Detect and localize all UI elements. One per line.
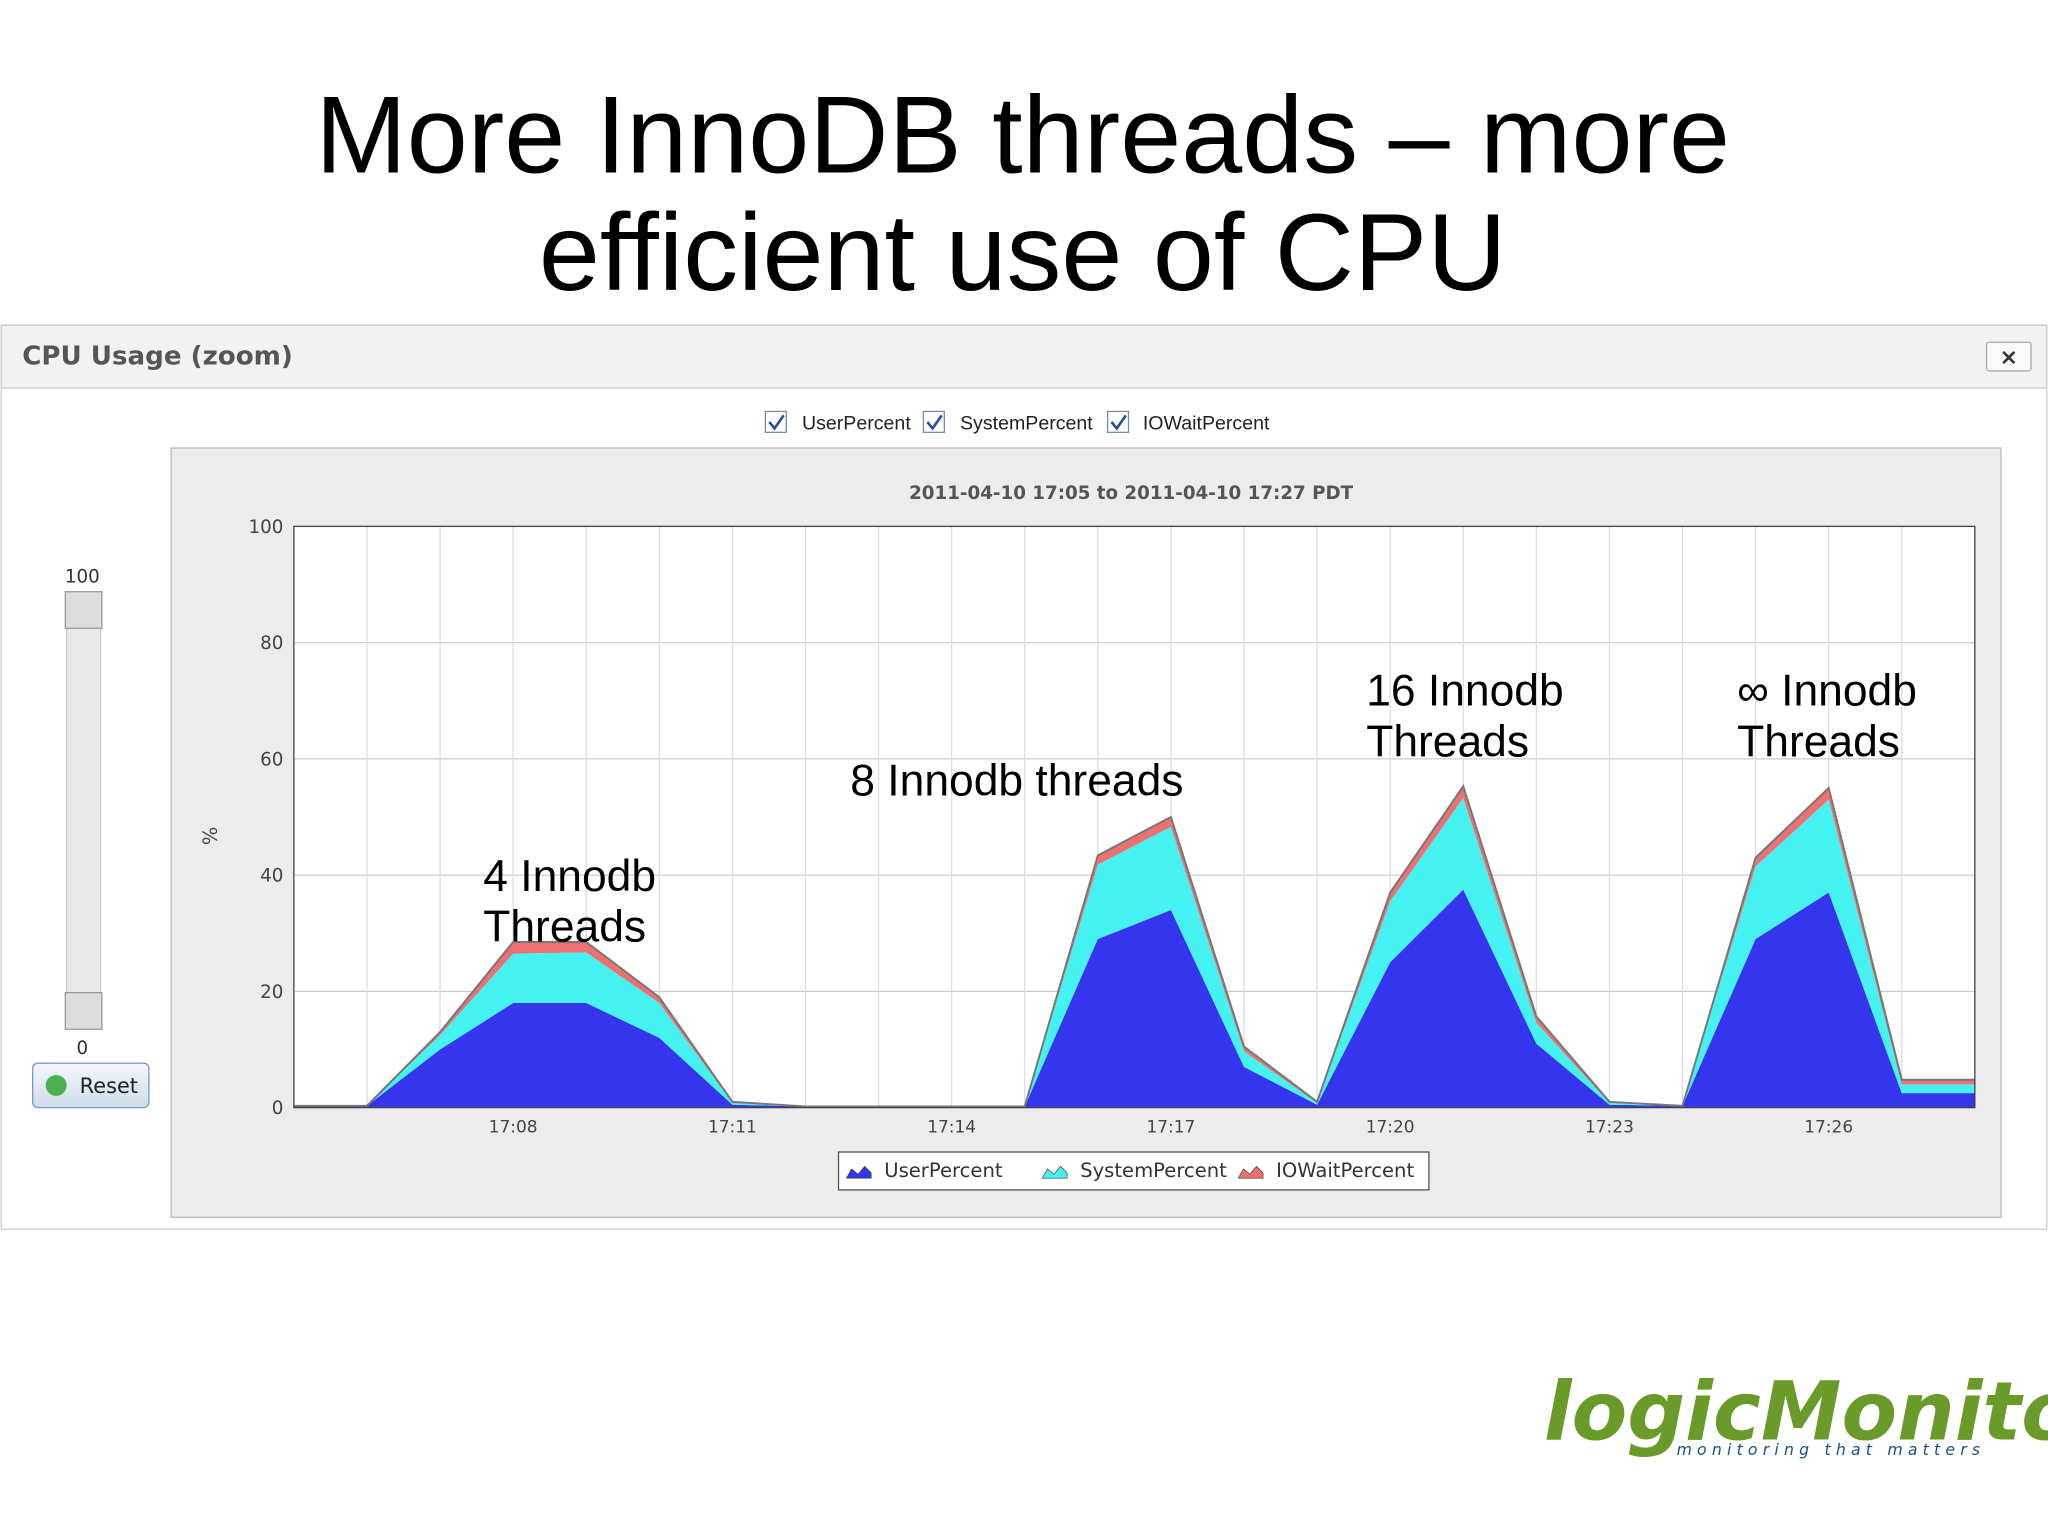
x-tick-label: 17:20 xyxy=(1366,1117,1415,1137)
x-tick-label: 17:08 xyxy=(489,1117,538,1137)
checkbox[interactable] xyxy=(764,410,787,434)
annotation: ∞ Innodb xyxy=(1737,666,1917,715)
panel-header xyxy=(0,324,2048,389)
close-button[interactable] xyxy=(1985,341,2032,372)
checkbox-row: UserPercent SystemPercent IOWaitPercent xyxy=(764,410,1270,435)
area-outline xyxy=(293,783,1975,1108)
checkbox-label: SystemPercent xyxy=(960,413,1093,435)
checkbox[interactable] xyxy=(1106,410,1130,434)
y-tick-label: 0 xyxy=(272,1098,284,1119)
logo-text: logicMonitor xyxy=(1544,1365,2048,1459)
logo: logicMonitor xyxy=(1544,1365,2048,1459)
annotation: Threads xyxy=(483,903,646,952)
legend-label: UserPercent xyxy=(884,1159,1003,1182)
slider-max: 100 xyxy=(65,567,100,588)
x-tick-label: 17:23 xyxy=(1585,1117,1634,1137)
y-tick-label: 60 xyxy=(260,749,283,770)
area xyxy=(293,797,1975,1107)
area xyxy=(293,889,1975,1108)
legend-swatch xyxy=(1237,1165,1264,1179)
x-tick-label: 17:11 xyxy=(708,1117,757,1137)
panel-title: CPU Usage (zoom) xyxy=(22,341,293,371)
slider-handle[interactable] xyxy=(64,992,103,1030)
reset-label: Reset xyxy=(80,1074,138,1098)
plot-border xyxy=(293,525,1976,1109)
chart: 0 20 40 60 80 100 17:08 17:11 17:14 17:17 17:20 17:… xyxy=(249,517,1976,1191)
area xyxy=(293,786,1975,1107)
slide-title: More InnoDB threads – more xyxy=(315,74,1730,196)
slide-title: efficient use of CPU xyxy=(539,192,1507,314)
y-axis-label: % xyxy=(199,827,222,846)
checkbox[interactable] xyxy=(922,410,945,434)
annotation: Threads xyxy=(1737,717,1900,766)
x-tick-label: 17:26 xyxy=(1804,1117,1853,1137)
annotation: 16 Innodb xyxy=(1366,666,1563,715)
annotation: 8 Innodb threads xyxy=(850,756,1183,805)
reset-button[interactable] xyxy=(32,1062,150,1109)
annotation: 4 Innodb xyxy=(483,852,656,901)
slider-track xyxy=(65,593,102,1029)
slider-min: 0 xyxy=(76,1038,88,1059)
y-tick-label: 80 xyxy=(260,633,283,654)
y-tick-label: 40 xyxy=(260,866,283,887)
logo-tagline: monitoring that matters xyxy=(1677,1440,1986,1459)
checkmark xyxy=(1110,414,1127,431)
checkmark xyxy=(768,414,785,431)
slider-handle[interactable] xyxy=(64,591,103,629)
checkbox-label: IOWaitPercent xyxy=(1143,413,1270,435)
legend-label: IOWaitPercent xyxy=(1276,1159,1414,1182)
checkmark xyxy=(926,414,943,431)
legend-label: SystemPercent xyxy=(1080,1159,1227,1182)
legend-swatch xyxy=(845,1165,872,1179)
y-tick-label: 20 xyxy=(260,982,283,1003)
x-tick-label: 17:14 xyxy=(927,1117,976,1137)
x-tick-label: 17:17 xyxy=(1146,1117,1195,1137)
annotation: Threads xyxy=(1366,717,1529,766)
legend-swatch xyxy=(1041,1165,1068,1179)
close-icon: × xyxy=(2000,344,2019,370)
reset-icon xyxy=(45,1074,67,1096)
legend-box xyxy=(837,1151,1430,1191)
chart-subtitle: 2011-04-10 17:05 to 2011-04-10 17:27 PDT xyxy=(909,483,1354,504)
checkbox-label: UserPercent xyxy=(802,413,911,435)
y-tick-label: 100 xyxy=(249,517,284,538)
